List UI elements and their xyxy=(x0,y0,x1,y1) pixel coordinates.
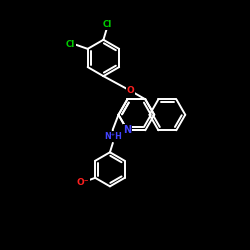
Text: O⁻: O⁻ xyxy=(76,178,89,187)
Text: Cl: Cl xyxy=(66,40,75,50)
Text: O: O xyxy=(127,86,134,96)
Text: N: N xyxy=(123,125,132,135)
Text: Cl: Cl xyxy=(102,20,112,29)
Text: N⁺H: N⁺H xyxy=(104,132,122,141)
